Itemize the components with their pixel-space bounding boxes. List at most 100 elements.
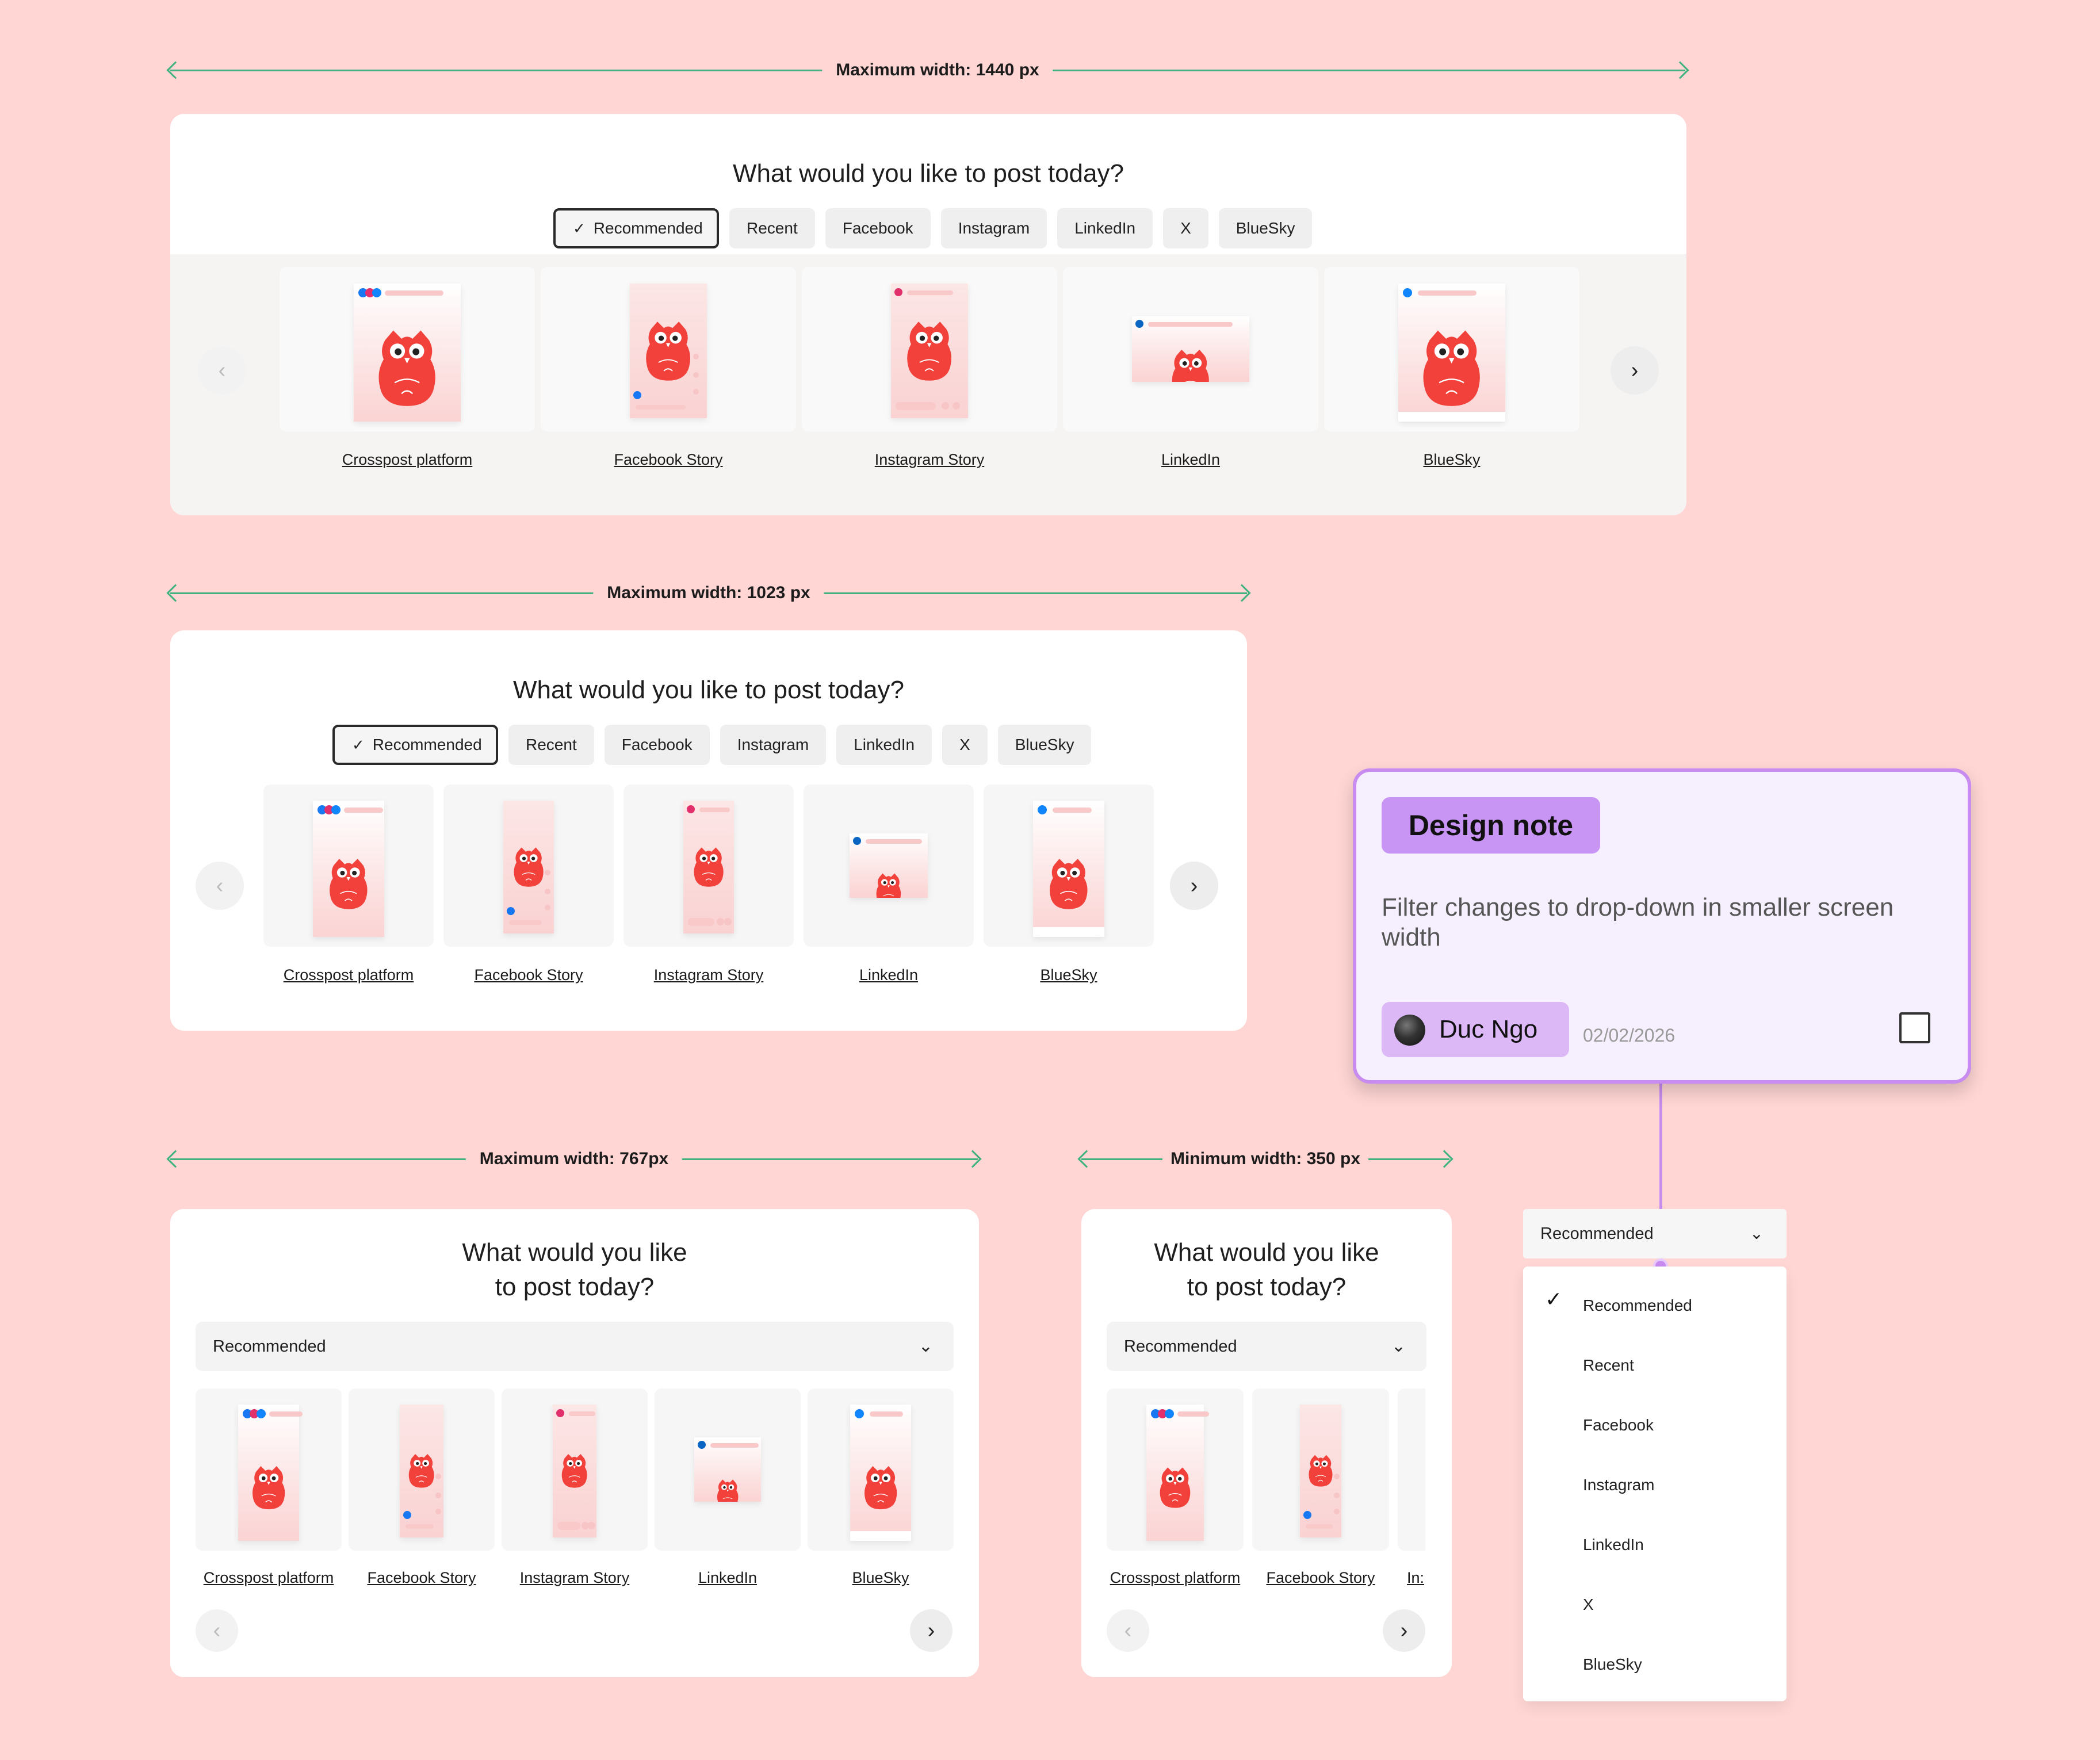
filter-pill-recent[interactable]: Recent <box>508 725 594 765</box>
template-tile[interactable] <box>280 267 535 431</box>
platform-badge-icon <box>403 1511 411 1520</box>
next-button[interactable]: › <box>1170 862 1218 910</box>
template-caption-truncated[interactable]: In: <box>1407 1569 1425 1586</box>
width-annotation-767: Maximum width: 767px <box>166 1147 982 1170</box>
filter-pill-facebook[interactable]: Facebook <box>825 208 931 248</box>
filter-pill-instagram[interactable]: Instagram <box>940 208 1047 248</box>
filter-pill-x[interactable]: X <box>942 725 988 765</box>
story-preview <box>1300 1405 1341 1538</box>
template-tile[interactable] <box>1107 1388 1244 1551</box>
dropdown-option-recent[interactable]: Recent <box>1583 1356 1634 1374</box>
owl-icon <box>378 330 436 406</box>
template-caption[interactable]: Facebook Story <box>614 451 723 468</box>
dropdown-option-x[interactable]: X <box>1583 1596 1594 1613</box>
template-tile[interactable] <box>443 785 614 947</box>
design-note-author: Duc Ngo <box>1382 1002 1569 1057</box>
platform-badge-icon <box>697 1440 706 1449</box>
prev-button[interactable]: ‹ <box>196 862 244 910</box>
prev-button[interactable]: ‹ <box>1107 1609 1149 1652</box>
story-preview <box>503 801 554 934</box>
linkedin-preview <box>849 833 928 898</box>
filter-pill-linkedin[interactable]: LinkedIn <box>1057 208 1153 248</box>
filter-pill-x[interactable]: X <box>1163 208 1208 248</box>
template-tile[interactable] <box>808 1388 954 1551</box>
template-tile[interactable] <box>196 1388 342 1551</box>
filter-pill-facebook[interactable]: Facebook <box>604 725 710 765</box>
template-caption[interactable]: Facebook Story <box>474 966 583 984</box>
dropdown-option-bluesky[interactable]: BlueSky <box>1583 1655 1642 1673</box>
platform-badge-icon <box>633 391 642 400</box>
dropdown-option-instagram[interactable]: Instagram <box>1583 1476 1655 1494</box>
linkedin-preview <box>694 1437 762 1502</box>
dropdown-value: Recommended <box>1540 1225 1654 1243</box>
width-label: Minimum width: 350 px <box>1162 1147 1369 1170</box>
template-tile-truncated[interactable] <box>1398 1388 1425 1551</box>
chevron-down-icon: ⌄ <box>1749 1225 1764 1243</box>
template-caption[interactable]: BlueSky <box>1423 451 1481 468</box>
template-caption[interactable]: Facebook Story <box>1266 1569 1375 1586</box>
filter-dropdown[interactable]: Recommended ⌄ <box>196 1322 954 1371</box>
template-tile[interactable] <box>802 267 1057 431</box>
filter-pill-instagram[interactable]: Instagram <box>720 725 827 765</box>
platform-badge-icon <box>1303 1511 1312 1520</box>
owl-icon <box>1050 858 1088 909</box>
template-caption[interactable]: BlueSky <box>1040 966 1097 984</box>
template-tile[interactable] <box>984 785 1154 947</box>
filter-pill-bluesky[interactable]: BlueSky <box>1218 208 1313 248</box>
owl-icon <box>907 322 952 381</box>
template-caption[interactable]: LinkedIn <box>698 1569 758 1586</box>
template-tile[interactable] <box>1063 267 1318 431</box>
template-caption[interactable]: Instagram Story <box>519 1569 630 1586</box>
design-note-body: Filter changes to drop-down in smaller s… <box>1382 893 1894 951</box>
dropdown-option-facebook[interactable]: Facebook <box>1583 1416 1654 1434</box>
template-tile[interactable] <box>502 1388 648 1551</box>
template-tile[interactable] <box>1252 1388 1389 1551</box>
template-tile[interactable] <box>263 785 434 947</box>
template-tile[interactable] <box>655 1388 801 1551</box>
filter-dropdown[interactable]: Recommended ⌄ <box>1107 1322 1426 1371</box>
card-title-line-2: to post today? <box>495 1273 655 1301</box>
card-title: What would you like to post today? <box>733 159 1124 188</box>
prev-button[interactable]: ‹ <box>196 1609 238 1652</box>
template-caption[interactable]: Crosspost platform <box>1110 1569 1241 1586</box>
dropdown-option-linkedin[interactable]: LinkedIn <box>1583 1536 1644 1554</box>
template-caption[interactable]: LinkedIn <box>859 966 919 984</box>
platform-badge-icon <box>506 907 515 916</box>
template-caption[interactable]: Facebook Story <box>367 1569 476 1586</box>
resolve-checkbox[interactable] <box>1899 1012 1930 1043</box>
template-caption[interactable]: Crosspost platform <box>203 1569 334 1586</box>
post-preview <box>1032 801 1105 938</box>
filter-pill-label: Recommended <box>593 219 703 237</box>
dropdown-option-recommended[interactable]: Recommended <box>1583 1296 1692 1314</box>
owl-icon <box>1160 1467 1191 1508</box>
filter-dropdown-expanded[interactable]: Recommended ⌄ <box>1523 1209 1787 1258</box>
filter-dropdown-value: Recommended <box>1124 1337 1237 1356</box>
next-button[interactable]: › <box>1611 346 1659 395</box>
template-caption[interactable]: Crosspost platform <box>283 966 414 984</box>
filter-pill-recent[interactable]: Recent <box>729 208 815 248</box>
filter-pill-bluesky[interactable]: BlueSky <box>997 725 1092 765</box>
template-tile[interactable] <box>804 785 974 947</box>
next-button[interactable]: › <box>1383 1609 1425 1652</box>
template-caption[interactable]: LinkedIn <box>1161 451 1221 468</box>
template-tile[interactable] <box>624 785 794 947</box>
filter-pill-linkedin[interactable]: LinkedIn <box>836 725 932 765</box>
template-caption[interactable]: Instagram Story <box>653 966 764 984</box>
template-tile[interactable] <box>1324 267 1579 431</box>
owl-icon <box>514 847 544 887</box>
prev-button[interactable]: ‹ <box>198 346 246 395</box>
template-caption[interactable]: Instagram Story <box>874 451 985 468</box>
template-caption[interactable]: Crosspost platform <box>342 451 473 468</box>
author-name: Duc Ngo <box>1439 1015 1538 1043</box>
next-button[interactable]: › <box>910 1609 953 1652</box>
template-tile[interactable] <box>349 1388 495 1551</box>
template-tile[interactable] <box>541 267 796 431</box>
template-caption[interactable]: BlueSky <box>852 1569 909 1586</box>
design-note-tag: Design note <box>1382 797 1600 854</box>
filter-pill-recommended[interactable]: ✓ Recommended <box>332 725 498 765</box>
story-preview <box>630 283 707 419</box>
post-preview <box>1398 283 1506 422</box>
filter-pill-label: Recommended <box>372 736 482 753</box>
post-preview <box>353 283 461 422</box>
filter-pill-recommended[interactable]: ✓ Recommended <box>553 208 719 248</box>
